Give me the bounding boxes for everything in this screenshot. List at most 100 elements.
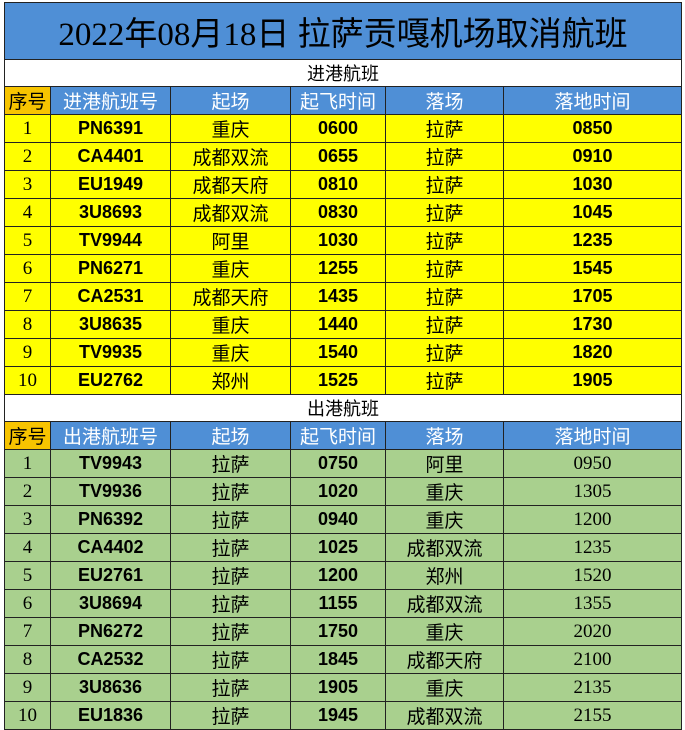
cell: 9 bbox=[4, 338, 51, 367]
cell: 8 bbox=[4, 310, 51, 339]
cell: 拉萨 bbox=[170, 533, 291, 562]
cell: 拉萨 bbox=[385, 198, 504, 227]
header-cell: 起场 bbox=[170, 421, 291, 450]
flight-row: 1 PN6391 重庆 0600 拉萨 0850 bbox=[4, 114, 683, 143]
cell: 0655 bbox=[290, 142, 386, 171]
flight-row: 8 CA2532 拉萨 1845 成都天府 2100 bbox=[4, 645, 683, 674]
cell: 成都天府 bbox=[170, 170, 291, 199]
cell: 5 bbox=[4, 561, 51, 590]
cell: 阿里 bbox=[385, 449, 504, 478]
cell: 成都双流 bbox=[170, 198, 291, 227]
flight-row: 8 3U8635 重庆 1440 拉萨 1730 bbox=[4, 310, 683, 339]
cell: 拉萨 bbox=[170, 701, 291, 730]
title-row: 2022年08月18日 拉萨贡嘎机场取消航班 bbox=[3, 2, 683, 60]
cell: 拉萨 bbox=[170, 645, 291, 674]
cell: 3 bbox=[4, 505, 51, 534]
cell: 重庆 bbox=[385, 505, 504, 534]
cell: 1255 bbox=[290, 254, 386, 283]
flight-row: 2 CA4401 成都双流 0655 拉萨 0910 bbox=[4, 142, 683, 171]
cell: 1435 bbox=[290, 282, 386, 311]
cell: 成都双流 bbox=[170, 142, 291, 171]
cell: 0850 bbox=[502, 114, 683, 143]
cell: 拉萨 bbox=[170, 589, 291, 618]
header-cell: 起飞时间 bbox=[290, 421, 386, 450]
cell: 1750 bbox=[290, 617, 386, 646]
cell: CA2532 bbox=[50, 645, 171, 674]
cell: 拉萨 bbox=[385, 338, 504, 367]
cell: 成都双流 bbox=[385, 533, 504, 562]
cell: 3 bbox=[4, 170, 51, 199]
cell: TV9936 bbox=[50, 477, 171, 506]
cell: 1030 bbox=[502, 170, 683, 199]
flight-row: 9 TV9935 重庆 1540 拉萨 1820 bbox=[4, 338, 683, 367]
flight-row: 6 3U8694 拉萨 1155 成都双流 1355 bbox=[4, 589, 683, 618]
cell: 0830 bbox=[290, 198, 386, 227]
cell: 4 bbox=[4, 533, 51, 562]
cell: CA4401 bbox=[50, 142, 171, 171]
cell: 拉萨 bbox=[385, 282, 504, 311]
flight-table: 2022年08月18日 拉萨贡嘎机场取消航班 进港航班 序号 进港航班号 起场 起飞时间… bbox=[3, 2, 683, 730]
flight-row: 10 EU1836 拉萨 1945 成都双流 2155 bbox=[4, 701, 683, 730]
title: 2022年08月18日 拉萨贡嘎机场取消航班 bbox=[3, 2, 683, 60]
cell: 1730 bbox=[502, 310, 683, 339]
cell: 2020 bbox=[502, 617, 683, 646]
flight-row: 5 TV9944 阿里 1030 拉萨 1235 bbox=[4, 226, 683, 255]
cell: 2155 bbox=[502, 701, 683, 730]
cell: 拉萨 bbox=[385, 366, 504, 395]
flight-row: 3 EU1949 成都天府 0810 拉萨 1030 bbox=[4, 170, 683, 199]
cell: EU2761 bbox=[50, 561, 171, 590]
cell: 阿里 bbox=[170, 226, 291, 255]
cell: 重庆 bbox=[170, 254, 291, 283]
cell: 1045 bbox=[502, 198, 683, 227]
section-row: 出港航班 bbox=[3, 394, 683, 422]
section-label: 进港航班 bbox=[3, 59, 683, 87]
cell: 1025 bbox=[290, 533, 386, 562]
cell: 重庆 bbox=[170, 310, 291, 339]
cell: 1845 bbox=[290, 645, 386, 674]
cell: 郑州 bbox=[385, 561, 504, 590]
flight-row: 5 EU2761 拉萨 1200 郑州 1520 bbox=[4, 561, 683, 590]
cell: 3U8694 bbox=[50, 589, 171, 618]
header-cell: 出港航班号 bbox=[50, 421, 171, 450]
cell: 拉萨 bbox=[170, 449, 291, 478]
page: 2022年08月18日 拉萨贡嘎机场取消航班 进港航班 序号 进港航班号 起场 起飞时间… bbox=[3, 2, 683, 730]
cell: 10 bbox=[4, 366, 51, 395]
cell: TV9943 bbox=[50, 449, 171, 478]
cell: 拉萨 bbox=[170, 477, 291, 506]
cell: 0600 bbox=[290, 114, 386, 143]
cell: 4 bbox=[4, 198, 51, 227]
cell: 重庆 bbox=[385, 617, 504, 646]
cell: PN6391 bbox=[50, 114, 171, 143]
cell: 拉萨 bbox=[385, 226, 504, 255]
header-cell: 起飞时间 bbox=[290, 86, 386, 115]
cell: 1440 bbox=[290, 310, 386, 339]
cell: 2 bbox=[4, 477, 51, 506]
cell: 8 bbox=[4, 645, 51, 674]
cell: 7 bbox=[4, 617, 51, 646]
cell: 1305 bbox=[502, 477, 683, 506]
cell: 拉萨 bbox=[385, 142, 504, 171]
cell: 3U8636 bbox=[50, 673, 171, 702]
cell: PN6271 bbox=[50, 254, 171, 283]
cell: 0750 bbox=[290, 449, 386, 478]
cell: 2135 bbox=[502, 673, 683, 702]
cell: PN6392 bbox=[50, 505, 171, 534]
flight-row: 3 PN6392 拉萨 0940 重庆 1200 bbox=[4, 505, 683, 534]
header-cell: 落地时间 bbox=[502, 86, 683, 115]
table-body: 2022年08月18日 拉萨贡嘎机场取消航班 进港航班 序号 进港航班号 起场 起飞时间… bbox=[3, 2, 683, 730]
cell: 拉萨 bbox=[385, 254, 504, 283]
cell: CA4402 bbox=[50, 533, 171, 562]
cell: 1545 bbox=[502, 254, 683, 283]
cell: 1030 bbox=[290, 226, 386, 255]
cell: PN6272 bbox=[50, 617, 171, 646]
cell: 1 bbox=[4, 449, 51, 478]
cell: 成都天府 bbox=[170, 282, 291, 311]
cell: 拉萨 bbox=[170, 561, 291, 590]
cell: 重庆 bbox=[385, 673, 504, 702]
flight-row: 6 PN6271 重庆 1255 拉萨 1545 bbox=[4, 254, 683, 283]
cell: 1905 bbox=[290, 673, 386, 702]
cell: 1200 bbox=[502, 505, 683, 534]
cell: 6 bbox=[4, 589, 51, 618]
header-cell: 序号 bbox=[4, 421, 51, 450]
cell: 郑州 bbox=[170, 366, 291, 395]
